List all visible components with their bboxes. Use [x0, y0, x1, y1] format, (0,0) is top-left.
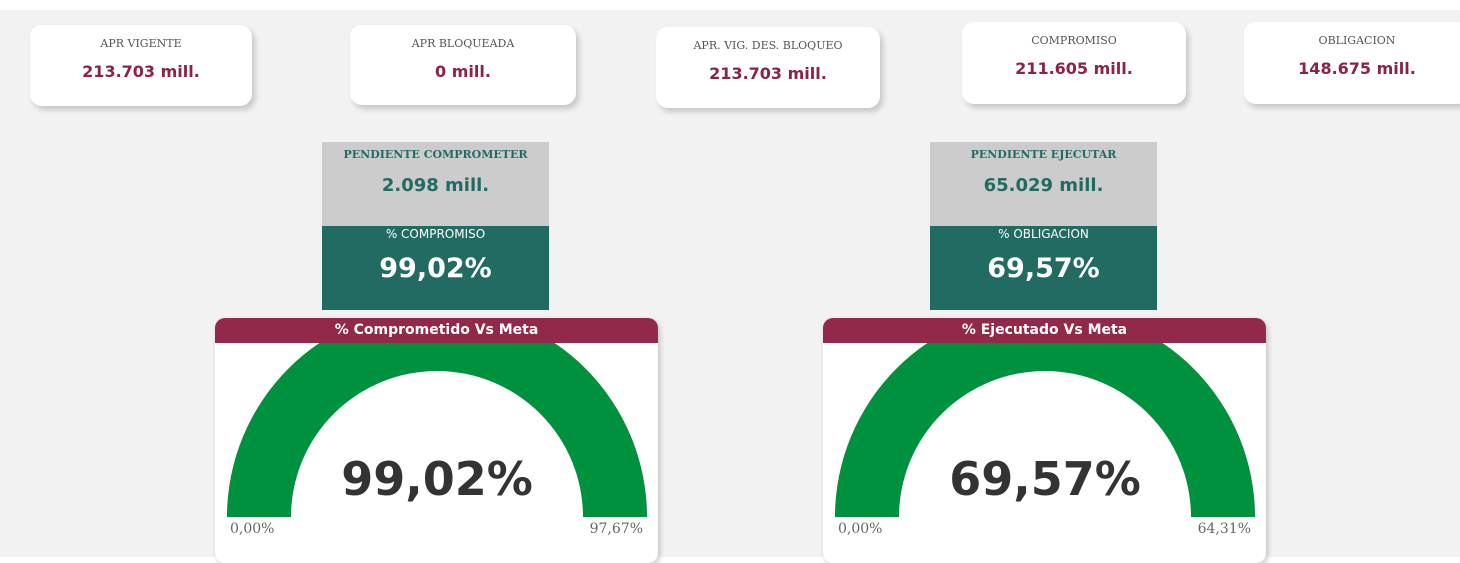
kpi-card: APR. VIG. DES. BLOQUEO 213.703 mill.	[656, 27, 880, 108]
pending-card: PENDIENTE COMPROMETER 2.098 mill.	[322, 142, 549, 226]
card-label: APR VIGENTE	[100, 37, 182, 50]
card-value: 213.703 mill.	[82, 62, 200, 81]
card-label: APR BLOQUEADA	[411, 37, 515, 50]
card-value: 213.703 mill.	[709, 64, 827, 83]
gauge-max: 97,67%	[590, 521, 643, 537]
card-label: COMPROMISO	[1031, 34, 1117, 47]
kpi-card: APR BLOQUEADA 0 mill.	[350, 25, 576, 105]
gauge-panel: 99,02% 0,00% 97,67% % Comprometido Vs Meta	[215, 318, 658, 563]
card-value: 211.605 mill.	[1015, 59, 1133, 78]
kpi-card: COMPROMISO 211.605 mill.	[962, 22, 1186, 104]
kpi-card: APR VIGENTE 213.703 mill.	[30, 25, 252, 106]
gauge-min: 0,00%	[838, 521, 882, 537]
percent-value: 69,57%	[987, 253, 1100, 284]
gauge-value: 69,57%	[949, 452, 1141, 506]
gauge-panel: 69,57% 0,00% 64,31% % Ejecutado Vs Meta	[823, 318, 1266, 563]
pending-label: PENDIENTE EJECUTAR	[970, 148, 1117, 161]
card-value: 0 mill.	[435, 62, 491, 81]
gauge-value: 99,02%	[341, 452, 533, 506]
gauge-min: 0,00%	[230, 521, 274, 537]
pending-label: PENDIENTE COMPROMETER	[343, 148, 528, 161]
card-label: APR. VIG. DES. BLOQUEO	[693, 39, 843, 52]
gauge-fill	[227, 318, 647, 517]
card-value: 148.675 mill.	[1298, 59, 1416, 78]
gauge-title: % Ejecutado Vs Meta	[823, 318, 1266, 343]
percent-value: 99,02%	[379, 253, 492, 284]
percent-card: % COMPROMISO 99,02%	[322, 226, 549, 310]
kpi-card: OBLIGACION 148.675 mill.	[1244, 22, 1460, 104]
percent-label: % OBLIGACION	[998, 227, 1089, 241]
gauge: 69,57% 0,00% 64,31%	[835, 318, 1255, 537]
gauge: 99,02% 0,00% 97,67%	[227, 318, 647, 537]
card-label: OBLIGACION	[1318, 34, 1396, 47]
pending-card: PENDIENTE EJECUTAR 65.029 mill.	[930, 142, 1157, 226]
pending-value: 2.098 mill.	[381, 175, 490, 196]
gauge-title: % Comprometido Vs Meta	[215, 318, 658, 343]
percent-label: % COMPROMISO	[385, 227, 486, 241]
gauge-fill	[835, 318, 1255, 517]
gauge-max: 64,31%	[1198, 521, 1251, 537]
percent-card: % OBLIGACION 69,57%	[930, 226, 1157, 310]
pending-value: 65.029 mill.	[983, 175, 1104, 196]
